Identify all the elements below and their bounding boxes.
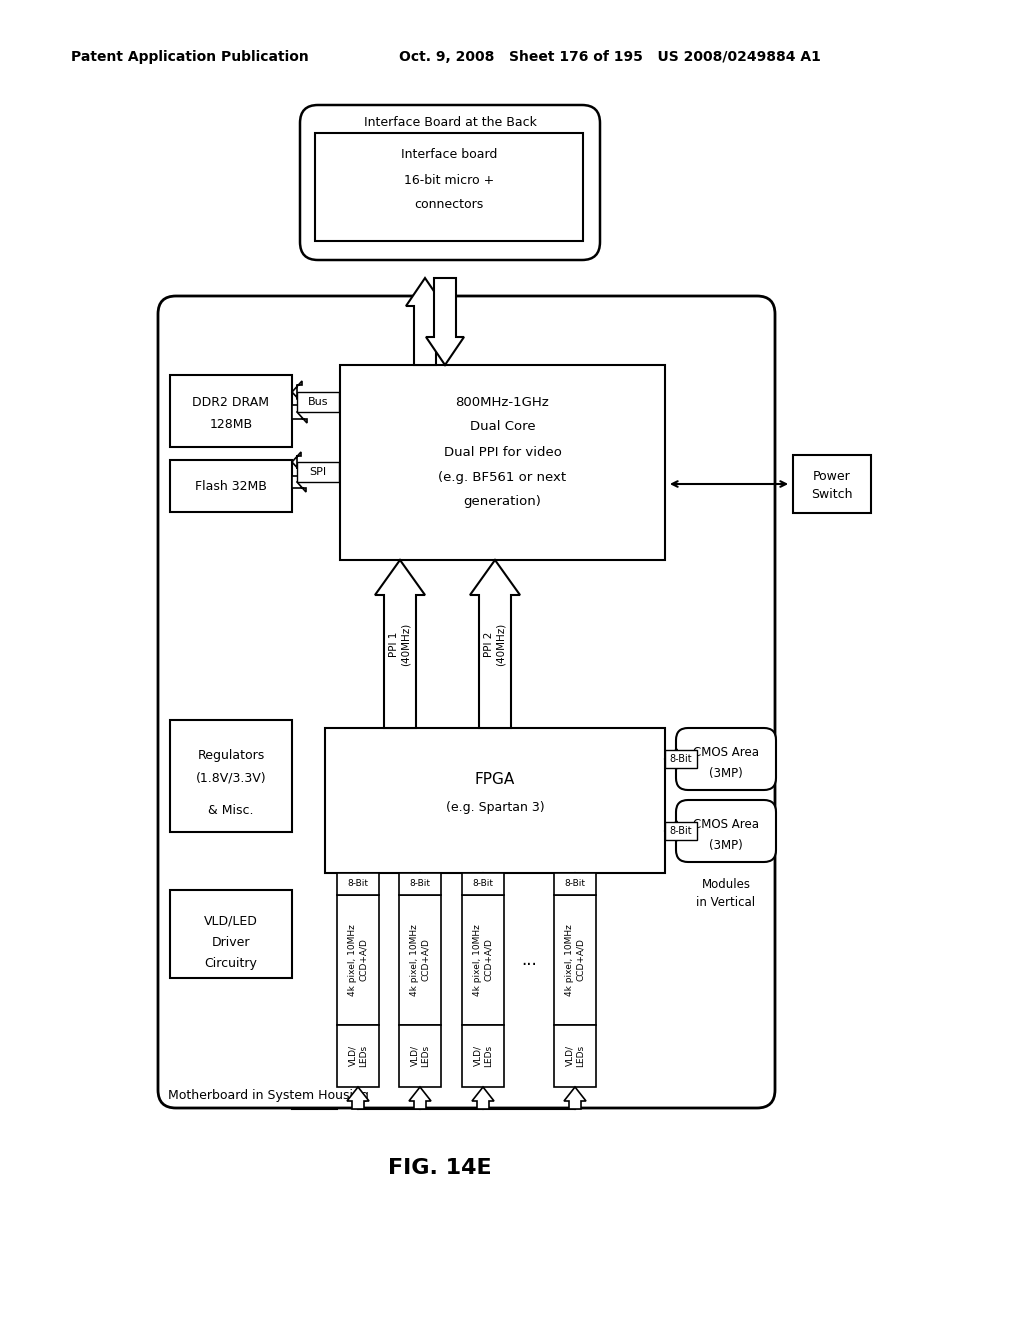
Text: 8-Bit: 8-Bit — [564, 879, 586, 888]
Text: Modules: Modules — [701, 878, 751, 891]
Bar — [399, 873, 441, 895]
Bar — [170, 375, 292, 447]
Bar — [297, 462, 339, 482]
Polygon shape — [426, 279, 464, 366]
Text: Dual PPI for video: Dual PPI for video — [443, 446, 561, 458]
Text: 8-Bit: 8-Bit — [670, 826, 692, 836]
Bar — [462, 1026, 504, 1086]
Text: FPGA: FPGA — [475, 772, 515, 788]
Text: Circuitry: Circuitry — [205, 957, 257, 969]
Bar — [554, 1026, 596, 1086]
Polygon shape — [292, 401, 307, 422]
Bar — [337, 895, 379, 1026]
Polygon shape — [665, 821, 677, 841]
Polygon shape — [564, 1086, 586, 1109]
Text: generation): generation) — [464, 495, 542, 508]
Text: 4k pixel, 10MHz
CCD+A/D: 4k pixel, 10MHz CCD+A/D — [473, 924, 493, 995]
Text: Regulators: Regulators — [198, 748, 264, 762]
FancyBboxPatch shape — [676, 800, 776, 862]
Polygon shape — [347, 1086, 369, 1109]
Text: 800MHz-1GHz: 800MHz-1GHz — [456, 396, 549, 408]
Text: VLD/
LEDs: VLD/ LEDs — [565, 1045, 585, 1067]
Text: CMOS Area: CMOS Area — [693, 746, 759, 759]
Polygon shape — [406, 279, 444, 366]
Text: VLD/
LEDs: VLD/ LEDs — [473, 1045, 493, 1067]
Text: SPI: SPI — [309, 467, 327, 477]
Bar — [297, 392, 339, 412]
Polygon shape — [410, 873, 430, 884]
Text: in Vertical: in Vertical — [696, 895, 756, 908]
Bar — [170, 459, 292, 512]
Text: Oct. 9, 2008   Sheet 176 of 195   US 2008/0249884 A1: Oct. 9, 2008 Sheet 176 of 195 US 2008/02… — [399, 50, 821, 63]
Text: 8-Bit: 8-Bit — [347, 879, 369, 888]
Polygon shape — [292, 451, 301, 473]
Bar — [170, 890, 292, 978]
Bar — [170, 719, 292, 832]
Text: CMOS Area: CMOS Area — [693, 817, 759, 830]
Text: 16-bit micro +: 16-bit micro + — [403, 174, 495, 187]
Polygon shape — [665, 748, 677, 770]
Text: 4k pixel, 10MHz
CCD+A/D: 4k pixel, 10MHz CCD+A/D — [565, 924, 585, 995]
Text: Switch: Switch — [811, 488, 853, 502]
Text: 4k pixel, 10MHz
CCD+A/D: 4k pixel, 10MHz CCD+A/D — [411, 924, 430, 995]
Text: VLD/
LEDs: VLD/ LEDs — [348, 1045, 368, 1067]
Text: Patent Application Publication: Patent Application Publication — [71, 50, 309, 63]
Bar — [340, 366, 665, 560]
Text: Dual Core: Dual Core — [470, 421, 536, 433]
Text: (3MP): (3MP) — [710, 840, 742, 853]
Text: Interface board: Interface board — [400, 149, 498, 161]
FancyBboxPatch shape — [676, 729, 776, 789]
Text: Bus: Bus — [308, 397, 329, 407]
Text: Driver: Driver — [212, 936, 250, 949]
Text: 128MB: 128MB — [210, 418, 253, 432]
Polygon shape — [472, 1086, 494, 1109]
Bar — [462, 895, 504, 1026]
Text: (e.g. Spartan 3): (e.g. Spartan 3) — [445, 801, 545, 814]
Text: FIG. 14E: FIG. 14E — [388, 1158, 492, 1177]
Polygon shape — [292, 381, 302, 403]
Bar — [325, 729, 665, 873]
Text: 4k pixel, 10MHz
CCD+A/D: 4k pixel, 10MHz CCD+A/D — [348, 924, 368, 995]
Bar — [399, 895, 441, 1026]
Bar — [315, 133, 583, 242]
Polygon shape — [292, 473, 306, 492]
Bar — [337, 873, 379, 895]
Text: VLD/
LEDs: VLD/ LEDs — [411, 1045, 430, 1067]
Text: ...: ... — [521, 950, 537, 969]
Bar — [793, 455, 871, 513]
Bar — [462, 873, 504, 895]
Bar — [399, 1026, 441, 1086]
Text: PPI 2
(40MHz): PPI 2 (40MHz) — [484, 622, 506, 665]
Polygon shape — [565, 873, 585, 884]
Text: PPI 1
(40MHz): PPI 1 (40MHz) — [389, 622, 411, 665]
Text: 8-Bit: 8-Bit — [410, 879, 430, 888]
Text: (e.g. BF561 or next: (e.g. BF561 or next — [438, 470, 566, 483]
Bar — [554, 873, 596, 895]
Polygon shape — [470, 560, 520, 729]
Polygon shape — [375, 560, 425, 729]
Bar — [665, 750, 697, 768]
Bar — [665, 822, 697, 840]
Text: Motherboard in System Housing: Motherboard in System Housing — [168, 1089, 369, 1102]
Text: DDR2 DRAM: DDR2 DRAM — [193, 396, 269, 409]
Text: Interface Board at the Back: Interface Board at the Back — [364, 116, 537, 128]
Text: Flash 32MB: Flash 32MB — [195, 479, 267, 492]
Bar — [337, 1026, 379, 1086]
FancyBboxPatch shape — [158, 296, 775, 1107]
Text: & Misc.: & Misc. — [208, 804, 254, 817]
Polygon shape — [348, 873, 368, 884]
Text: 8-Bit: 8-Bit — [670, 754, 692, 764]
FancyBboxPatch shape — [300, 106, 600, 260]
Text: 8-Bit: 8-Bit — [472, 879, 494, 888]
Polygon shape — [473, 873, 493, 884]
Bar — [554, 895, 596, 1026]
Text: (3MP): (3MP) — [710, 767, 742, 780]
Text: connectors: connectors — [415, 198, 483, 210]
Polygon shape — [409, 1086, 431, 1109]
Text: Power: Power — [813, 470, 851, 483]
Text: VLD/LED: VLD/LED — [204, 915, 258, 928]
Text: (1.8V/3.3V): (1.8V/3.3V) — [196, 771, 266, 784]
